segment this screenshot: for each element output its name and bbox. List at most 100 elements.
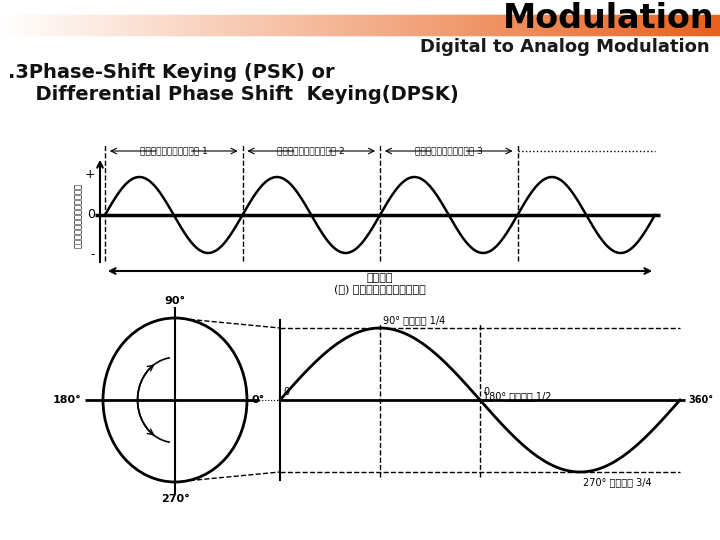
- Text: 270° หรือ 3/4: 270° หรือ 3/4: [583, 477, 652, 487]
- Bar: [7, 15, 11, 35]
- Text: (ก) คลื่นสัญญาณ: (ก) คลื่นสัญญาณ: [334, 284, 426, 294]
- Bar: [74, 15, 78, 35]
- Bar: [254, 15, 258, 35]
- Bar: [434, 15, 438, 35]
- Bar: [348, 15, 351, 35]
- Bar: [590, 15, 594, 35]
- Bar: [194, 15, 198, 35]
- Text: 180°: 180°: [53, 395, 81, 405]
- Text: ขนาดของสัญญาณ: ขนาดของสัญญาณ: [73, 183, 83, 247]
- Bar: [53, 15, 56, 35]
- Bar: [631, 15, 634, 35]
- Bar: [449, 15, 452, 35]
- Bar: [113, 15, 116, 35]
- Bar: [94, 15, 97, 35]
- Bar: [578, 15, 582, 35]
- Bar: [713, 15, 716, 35]
- Bar: [619, 15, 623, 35]
- Bar: [50, 15, 54, 35]
- Bar: [463, 15, 467, 35]
- Bar: [247, 15, 251, 35]
- Bar: [233, 15, 236, 35]
- Bar: [27, 15, 30, 35]
- Bar: [468, 15, 472, 35]
- Bar: [365, 15, 368, 35]
- Bar: [698, 15, 702, 35]
- Bar: [79, 15, 83, 35]
- Bar: [473, 15, 476, 35]
- Bar: [677, 15, 680, 35]
- Bar: [14, 15, 18, 35]
- Text: 0: 0: [87, 208, 95, 221]
- Bar: [199, 15, 202, 35]
- Bar: [513, 15, 517, 35]
- Bar: [437, 15, 440, 35]
- Bar: [17, 15, 20, 35]
- Bar: [182, 15, 186, 35]
- Text: 270°: 270°: [161, 494, 189, 504]
- Bar: [423, 15, 426, 35]
- Bar: [372, 15, 375, 35]
- Bar: [648, 15, 652, 35]
- Bar: [425, 15, 428, 35]
- Bar: [228, 15, 231, 35]
- Bar: [346, 15, 349, 35]
- Bar: [603, 15, 606, 35]
- Bar: [374, 15, 378, 35]
- Bar: [266, 15, 270, 35]
- Bar: [81, 15, 85, 35]
- Bar: [499, 15, 503, 35]
- Text: Differential Phase Shift  Keying(DPSK): Differential Phase Shift Keying(DPSK): [22, 84, 459, 104]
- Bar: [557, 15, 560, 35]
- Bar: [127, 15, 130, 35]
- Bar: [353, 15, 356, 35]
- Bar: [684, 15, 688, 35]
- Bar: [36, 15, 40, 35]
- Bar: [571, 15, 575, 35]
- Bar: [122, 15, 126, 35]
- Bar: [516, 15, 519, 35]
- Bar: [139, 15, 143, 35]
- Bar: [377, 15, 380, 35]
- Text: .3Phase-Shift Keying (PSK) or: .3Phase-Shift Keying (PSK) or: [8, 63, 335, 82]
- Bar: [535, 15, 539, 35]
- Bar: [146, 15, 150, 35]
- Bar: [567, 15, 570, 35]
- Bar: [552, 15, 555, 35]
- Bar: [264, 15, 267, 35]
- Bar: [96, 15, 99, 35]
- Bar: [518, 15, 522, 35]
- Bar: [432, 15, 436, 35]
- Bar: [502, 15, 505, 35]
- Bar: [197, 15, 200, 35]
- Bar: [230, 15, 234, 35]
- Bar: [336, 15, 339, 35]
- Bar: [135, 15, 138, 35]
- Bar: [312, 15, 315, 35]
- Bar: [492, 15, 495, 35]
- Bar: [382, 15, 385, 35]
- Bar: [238, 15, 241, 35]
- Bar: [686, 15, 690, 35]
- Bar: [528, 15, 531, 35]
- Bar: [655, 15, 659, 35]
- Bar: [389, 15, 392, 35]
- Bar: [307, 15, 310, 35]
- Bar: [693, 15, 697, 35]
- Bar: [333, 15, 337, 35]
- Bar: [497, 15, 500, 35]
- Bar: [338, 15, 342, 35]
- Bar: [595, 15, 598, 35]
- Bar: [288, 15, 292, 35]
- Bar: [211, 15, 215, 35]
- Bar: [636, 15, 639, 35]
- Bar: [343, 15, 346, 35]
- Bar: [621, 15, 625, 35]
- Bar: [58, 15, 61, 35]
- Bar: [626, 15, 630, 35]
- Bar: [305, 15, 308, 35]
- Bar: [315, 15, 318, 35]
- Bar: [324, 15, 328, 35]
- Bar: [115, 15, 119, 35]
- Text: เวลา: เวลา: [366, 273, 393, 283]
